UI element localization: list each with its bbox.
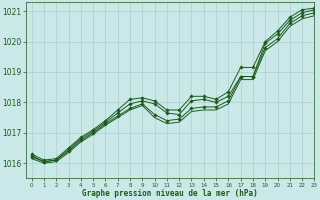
X-axis label: Graphe pression niveau de la mer (hPa): Graphe pression niveau de la mer (hPa): [82, 189, 258, 198]
